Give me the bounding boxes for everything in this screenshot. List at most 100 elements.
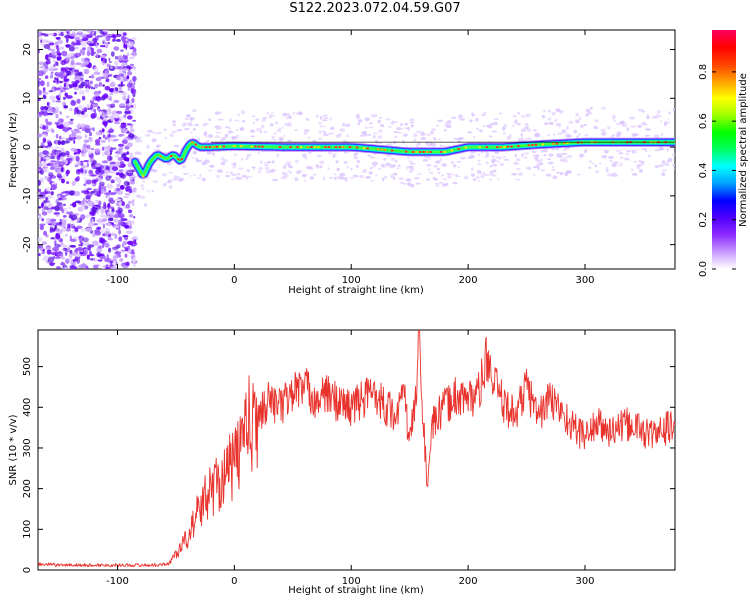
halo-speckle <box>432 176 436 180</box>
ridge-core <box>555 142 559 145</box>
halo-speckle <box>488 172 495 176</box>
halo-speckle <box>152 169 158 173</box>
halo-speckle <box>176 128 183 132</box>
spectrogram-x-tick-label: 200 <box>459 275 478 286</box>
halo-speckle <box>162 173 167 177</box>
halo-speckle <box>626 127 630 132</box>
halo-speckle <box>471 113 475 117</box>
noise-speckle <box>90 47 95 52</box>
halo-speckle <box>300 170 303 173</box>
halo-speckle <box>235 176 238 180</box>
halo-speckle <box>144 133 151 137</box>
halo-speckle <box>672 164 675 166</box>
halo-speckle <box>633 160 637 164</box>
noise-speckle <box>47 146 54 149</box>
noise-speckle <box>85 168 89 174</box>
halo-speckle <box>278 127 281 130</box>
halo-speckle <box>373 165 376 168</box>
noise-speckle <box>105 33 113 37</box>
noise-speckle <box>44 175 48 180</box>
noise-speckle <box>72 226 77 229</box>
ridge-core <box>422 150 425 153</box>
ridge-core <box>191 141 194 144</box>
spectrogram-y-tick-label: 10 <box>22 92 33 105</box>
halo-speckle <box>154 132 159 135</box>
halo-speckle <box>586 114 589 117</box>
noise-speckle <box>93 103 99 108</box>
noise-speckle <box>88 169 93 175</box>
halo-speckle <box>543 154 547 157</box>
halo-speckle <box>237 113 241 116</box>
noise-speckle <box>65 150 70 156</box>
halo-speckle <box>518 138 522 142</box>
noise-speckle <box>132 254 135 257</box>
noise-speckle <box>69 235 73 241</box>
noise-speckle <box>120 116 124 121</box>
halo-speckle <box>476 175 480 179</box>
noise-speckle <box>123 137 129 140</box>
halo-speckle <box>262 116 268 119</box>
noise-speckle <box>66 31 70 34</box>
noise-speckle <box>42 131 48 135</box>
ridge-core <box>380 148 383 151</box>
noise-speckle <box>102 118 108 122</box>
halo-speckle <box>241 157 244 161</box>
noise-speckle <box>97 259 103 262</box>
halo-speckle <box>377 142 383 145</box>
halo-speckle <box>377 119 382 124</box>
halo-speckle <box>502 132 506 135</box>
halo-speckle <box>463 175 469 180</box>
halo-speckle <box>321 119 328 122</box>
halo-speckle <box>217 125 222 130</box>
noise-speckle <box>123 180 130 187</box>
halo-speckle <box>192 128 197 131</box>
noise-speckle <box>56 175 63 179</box>
noise-speckle <box>70 100 77 106</box>
halo-speckle <box>636 165 641 169</box>
halo-speckle <box>284 122 290 127</box>
halo-speckle <box>595 170 599 174</box>
noise-speckle <box>46 81 50 87</box>
noise-speckle <box>98 184 102 191</box>
colorbar-gradient <box>712 30 736 269</box>
noise-speckle <box>109 156 113 161</box>
noise-speckle <box>39 66 45 69</box>
halo-speckle <box>190 131 193 134</box>
noise-speckle <box>89 80 94 85</box>
halo-speckle <box>593 125 598 130</box>
noise-speckle <box>94 162 102 167</box>
halo-speckle <box>534 157 539 161</box>
noise-speckle <box>86 254 90 260</box>
ridge-core <box>376 148 380 151</box>
halo-speckle <box>353 156 359 160</box>
halo-speckle <box>246 177 249 180</box>
noise-speckle <box>122 265 129 269</box>
halo-speckle <box>391 120 395 124</box>
noise-speckle <box>105 165 110 170</box>
halo-speckle <box>323 133 326 136</box>
halo-speckle <box>631 172 638 176</box>
halo-speckle <box>444 123 451 128</box>
noise-speckle <box>42 133 47 139</box>
noise-speckle <box>101 208 107 213</box>
noise-speckle <box>65 45 70 48</box>
noise-speckle <box>78 84 84 89</box>
halo-speckle <box>404 122 409 126</box>
halo-speckle <box>319 116 323 120</box>
ridge-core <box>443 150 446 153</box>
noise-speckle <box>89 127 94 131</box>
noise-speckle <box>94 148 101 153</box>
noise-speckle <box>111 147 117 150</box>
halo-speckle <box>245 157 249 160</box>
halo-speckle <box>374 174 378 177</box>
noise-speckle <box>98 245 102 249</box>
noise-speckle <box>132 201 135 207</box>
halo-speckle <box>256 127 262 130</box>
halo-speckle <box>303 179 307 182</box>
halo-speckle <box>429 171 434 175</box>
halo-speckle <box>442 178 448 181</box>
halo-speckle <box>264 166 270 170</box>
noise-speckle <box>95 95 101 101</box>
ridge-core <box>341 146 345 149</box>
noise-speckle <box>117 156 124 161</box>
